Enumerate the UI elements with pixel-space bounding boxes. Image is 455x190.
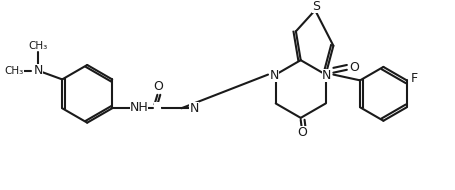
Text: C: C	[153, 102, 161, 112]
Text: O: O	[297, 126, 307, 139]
Text: N: N	[189, 102, 198, 115]
Text: NH: NH	[130, 101, 148, 114]
Text: S: S	[311, 0, 319, 13]
Text: O: O	[153, 80, 163, 93]
Text: F: F	[410, 72, 417, 85]
Text: N: N	[33, 64, 43, 77]
Text: O: O	[349, 61, 359, 74]
Text: N: N	[269, 69, 279, 82]
Text: N: N	[321, 69, 331, 82]
Text: CH₃: CH₃	[5, 66, 24, 76]
Text: CH₃: CH₃	[29, 41, 48, 51]
